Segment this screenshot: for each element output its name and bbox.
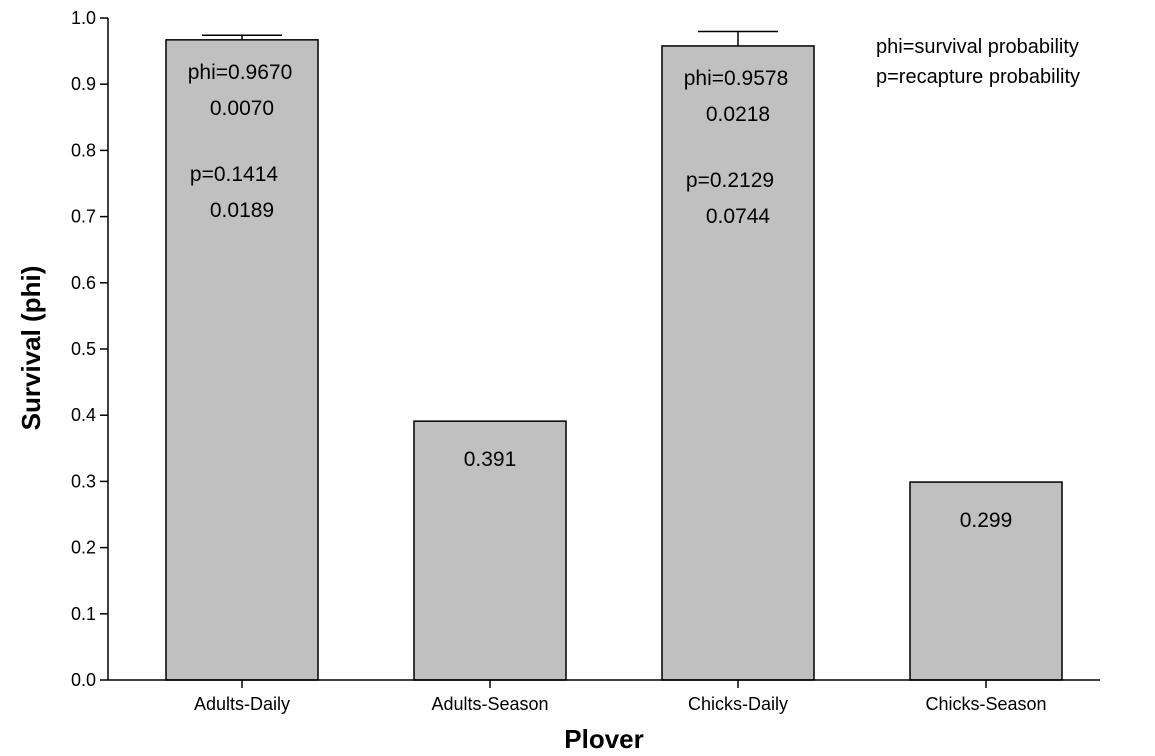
bar — [413, 420, 567, 681]
y-tick-label: 0.0 — [71, 670, 96, 690]
bar-annotations: phi=0.9670 0.0070 p=0.1414 0.0189 0.391 phi=0… — [188, 61, 1013, 532]
bar — [661, 45, 815, 681]
y-tick-label: 0.4 — [71, 405, 96, 425]
bar-annotation: 0.0070 — [210, 97, 274, 120]
y-tick-label: 0.3 — [71, 471, 96, 491]
bar-annotation: 0.391 — [464, 448, 517, 471]
y-tick-label: 0.8 — [71, 140, 96, 160]
bar-annotation: phi=0.9578 — [684, 67, 789, 90]
x-axis: Adults-Daily Adults-Season Chicks-Daily Chi… — [108, 679, 1100, 714]
bar-annotation: 0.0218 — [706, 103, 770, 126]
bar-annotation: phi=0.9670 — [188, 61, 293, 84]
bar — [165, 39, 319, 681]
y-tick-label: 1.0 — [71, 8, 96, 28]
y-tick-label: 0.1 — [71, 604, 96, 624]
bar-annotation: 0.299 — [960, 509, 1013, 532]
bar-annotation: p=0.2129 — [686, 169, 774, 192]
y-tick-label: 0.9 — [71, 74, 96, 94]
bar-annotation: 0.0189 — [210, 199, 274, 222]
x-tick-label: Adults-Season — [431, 694, 548, 714]
y-axis-title: Survival (phi) — [16, 266, 46, 431]
bar-annotation: 0.0744 — [706, 205, 771, 228]
y-tick-label: 0.7 — [71, 207, 96, 227]
x-tick-label: Chicks-Daily — [688, 694, 788, 714]
y-axis: 0.0 0.1 0.2 0.3 0.4 0.5 0.6 0.7 0.8 0.9 1.0 — [71, 8, 109, 690]
error-bars — [202, 30, 778, 46]
y-tick-label: 0.5 — [71, 339, 96, 359]
bars — [165, 39, 1063, 681]
y-tick-label: 0.6 — [71, 273, 96, 293]
x-tick-label: Chicks-Season — [925, 694, 1046, 714]
bar — [909, 481, 1063, 681]
y-tick-label: 0.2 — [71, 538, 96, 558]
legend-note-line: phi=survival probability — [876, 36, 1079, 58]
legend-note: phi=survival probability p=recapture prob… — [876, 36, 1080, 88]
legend-note-line: p=recapture probability — [876, 66, 1080, 88]
x-axis-title: Plover — [564, 724, 644, 754]
bar-annotation: p=0.1414 — [190, 163, 278, 186]
x-tick-label: Adults-Daily — [194, 694, 290, 714]
